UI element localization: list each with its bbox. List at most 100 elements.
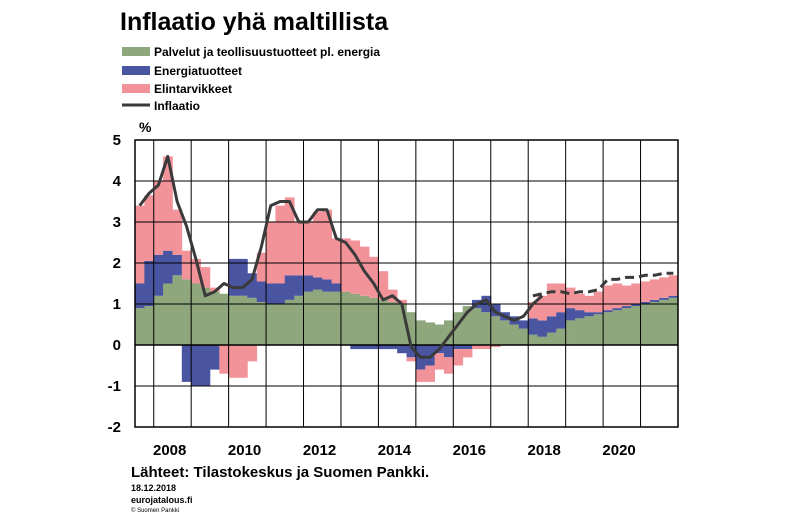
bar-energy <box>556 312 567 329</box>
bar-food <box>237 345 248 378</box>
bar-food <box>135 205 145 284</box>
bar-energy <box>518 320 529 329</box>
bar-energy <box>546 316 557 333</box>
bar-food <box>462 349 473 358</box>
bar-energy <box>284 275 295 300</box>
bar-services <box>181 279 192 345</box>
bar-food <box>415 369 426 382</box>
bar-food <box>659 277 670 298</box>
bar-energy <box>350 345 361 350</box>
bar-food <box>200 267 211 288</box>
copyright-note: © Suomen Pankki <box>131 507 179 514</box>
legend-swatch-food <box>122 84 150 93</box>
bar-services <box>659 299 670 345</box>
bar-energy <box>200 345 211 386</box>
legend-label-food: Elintarvikkeet <box>154 82 232 96</box>
bar-food <box>172 209 183 255</box>
bar-energy <box>172 254 183 276</box>
bar-services <box>481 312 492 345</box>
bar-food <box>406 357 417 362</box>
x-tick-label: 2018 <box>528 442 561 459</box>
bar-food <box>247 345 258 362</box>
bar-energy <box>453 345 464 350</box>
bar-energy <box>294 275 304 296</box>
bar-food <box>593 291 604 313</box>
bar-energy <box>303 275 314 292</box>
bar-food <box>294 222 304 276</box>
bar-services <box>546 332 557 345</box>
bar-energy <box>621 306 632 309</box>
bar-services <box>500 320 510 345</box>
bar-food <box>397 299 407 304</box>
y-tick-label: 3 <box>113 214 121 231</box>
legend-swatch-services <box>122 47 150 56</box>
bar-services <box>369 297 379 345</box>
bar-services <box>593 314 604 345</box>
chart-title: Inflaatio yhä maltillista <box>120 8 389 36</box>
bar-food <box>275 205 286 284</box>
bar-services <box>312 289 323 345</box>
bar-energy <box>397 345 407 354</box>
bar-food <box>153 181 164 255</box>
y-tick-label: -1 <box>108 378 121 395</box>
bar-energy <box>593 312 604 315</box>
bar-food <box>340 238 351 292</box>
bar-food <box>490 345 501 348</box>
legend-label-energy: Energiatuotteet <box>154 64 242 78</box>
bar-energy <box>659 297 670 300</box>
y-axis-unit: % <box>139 119 152 135</box>
bar-services <box>294 295 304 345</box>
y-tick-label: 0 <box>113 337 121 354</box>
bar-energy <box>575 310 585 319</box>
bar-food <box>378 271 389 300</box>
bar-services <box>509 324 520 345</box>
bar-energy <box>387 345 398 350</box>
bar-food <box>443 357 454 374</box>
bar-food <box>322 209 332 280</box>
bar-food <box>369 256 379 298</box>
bar-food <box>631 283 641 304</box>
x-tick-label: 2016 <box>453 442 486 459</box>
bar-services <box>668 297 679 345</box>
bar-food <box>434 353 445 370</box>
bar-services <box>649 301 660 345</box>
bar-services <box>472 308 482 345</box>
bar-services <box>153 295 164 345</box>
bar-energy <box>443 345 454 358</box>
bar-services <box>191 283 201 345</box>
source-note: Lähteet: Tilastokeskus ja Suomen Pankki. <box>131 464 429 481</box>
bar-services <box>219 293 230 345</box>
bar-services <box>228 295 239 345</box>
bar-energy <box>631 304 641 307</box>
bar-energy <box>275 283 286 304</box>
x-tick-label: 2010 <box>228 442 261 459</box>
bar-services <box>537 336 548 345</box>
bar-services <box>350 293 361 345</box>
x-tick-label: 2012 <box>303 442 336 459</box>
bar-energy <box>163 250 173 284</box>
x-tick-label: 2008 <box>153 442 186 459</box>
bar-food <box>472 345 482 350</box>
bar-energy <box>266 283 276 304</box>
bar-energy <box>369 345 379 350</box>
bar-services <box>631 306 641 345</box>
bar-food <box>219 345 230 374</box>
bar-energy <box>181 345 192 382</box>
bar-energy <box>640 301 651 304</box>
bar-services <box>584 316 595 345</box>
plot-frame <box>134 139 679 428</box>
bar-services <box>340 291 351 345</box>
bar-services <box>528 334 538 345</box>
bar-services <box>612 310 623 345</box>
bar-energy <box>378 345 389 350</box>
bar-food <box>350 240 361 294</box>
bar-food <box>425 365 435 382</box>
bar-food <box>546 283 557 317</box>
bar-energy <box>256 281 267 302</box>
bar-food <box>256 252 267 282</box>
bar-services <box>209 291 220 345</box>
bar-energy <box>668 295 679 298</box>
bar-food <box>575 293 585 311</box>
bar-food <box>565 287 576 309</box>
bar-services <box>575 318 585 345</box>
